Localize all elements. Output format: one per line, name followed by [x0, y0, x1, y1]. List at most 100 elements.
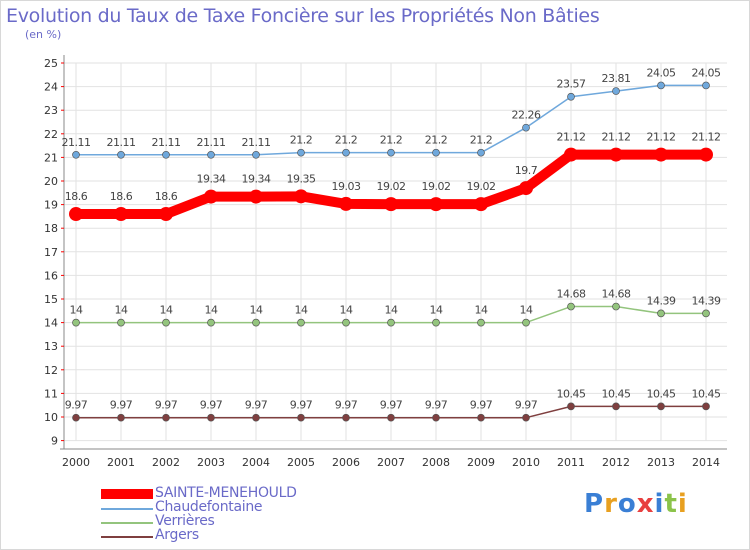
- data-label: 21.12: [557, 131, 586, 144]
- x-tick-label: 2014: [692, 456, 720, 469]
- data-point: [117, 318, 125, 327]
- legend-swatch: [101, 489, 153, 499]
- y-tick-label: 11: [44, 387, 58, 400]
- data-point: [72, 413, 80, 422]
- data-label: 14: [160, 304, 173, 317]
- x-tick-label: 2003: [197, 456, 225, 469]
- data-point: [429, 197, 443, 212]
- x-tick-label: 2001: [107, 456, 135, 469]
- data-point: [342, 148, 350, 157]
- y-tick-label: 17: [44, 246, 58, 259]
- data-label: 19.02: [377, 180, 406, 193]
- legend-label: SAINTE-MENEHOULD: [155, 485, 297, 501]
- data-label: 19.35: [287, 172, 316, 185]
- data-label: 9.97: [290, 399, 313, 412]
- data-point: [612, 87, 620, 95]
- data-point: [339, 196, 353, 211]
- data-label: 18.6: [155, 190, 178, 203]
- data-point: [252, 318, 260, 327]
- logo-letter: t: [664, 489, 678, 519]
- data-point: [387, 318, 395, 327]
- data-label: 21.2: [290, 134, 313, 147]
- data-point: [207, 413, 215, 422]
- data-label: 23.81: [602, 72, 631, 85]
- data-label: 24.05: [647, 66, 676, 79]
- data-point: [117, 150, 125, 159]
- data-point: [117, 413, 125, 422]
- data-label: 19.02: [467, 180, 496, 193]
- data-point: [297, 148, 305, 157]
- data-label: 9.97: [65, 399, 88, 412]
- data-point: [249, 189, 263, 204]
- data-point: [564, 147, 578, 162]
- legend-swatch: [101, 536, 153, 538]
- data-point: [432, 148, 440, 157]
- data-point: [387, 413, 395, 422]
- x-tick-label: 2007: [377, 456, 405, 469]
- data-label: 14: [115, 304, 128, 317]
- data-point: [159, 207, 173, 222]
- data-label: 9.97: [245, 399, 268, 412]
- legend-label: Argers: [155, 527, 199, 543]
- data-label: 9.97: [200, 399, 223, 412]
- data-point: [294, 189, 308, 204]
- data-label: 10.45: [647, 387, 676, 400]
- data-label: 18.6: [110, 190, 133, 203]
- data-point: [252, 413, 260, 422]
- data-point: [162, 413, 170, 422]
- data-label: 9.97: [380, 399, 403, 412]
- data-point: [657, 402, 665, 411]
- x-tick-label: 2004: [242, 456, 270, 469]
- data-label: 14.68: [557, 288, 586, 301]
- data-label: 14: [295, 304, 308, 317]
- data-label: 21.12: [602, 131, 631, 144]
- data-point: [522, 123, 530, 132]
- data-label: 14.39: [647, 294, 676, 307]
- data-label: 9.97: [425, 399, 448, 412]
- chart-unit-label: (en %): [25, 28, 62, 41]
- data-label: 24.05: [692, 66, 721, 79]
- data-point: [207, 150, 215, 159]
- data-point: [72, 318, 80, 327]
- y-tick-label: 22: [44, 128, 58, 141]
- data-label: 21.2: [380, 134, 403, 147]
- y-tick-label: 21: [44, 151, 58, 164]
- data-point: [522, 413, 530, 422]
- data-point: [432, 318, 440, 327]
- data-label: 21.2: [335, 134, 358, 147]
- data-point: [609, 147, 623, 162]
- data-label: 10.45: [692, 387, 721, 400]
- data-label: 21.11: [107, 136, 136, 149]
- data-label: 10.45: [602, 387, 631, 400]
- y-tick-label: 12: [44, 364, 58, 377]
- data-point: [114, 207, 128, 222]
- data-label: 9.97: [335, 399, 358, 412]
- data-label: 14.39: [692, 294, 721, 307]
- data-point: [204, 189, 218, 204]
- logo-letter: i: [654, 489, 665, 519]
- y-tick-label: 14: [44, 317, 58, 330]
- y-tick-label: 9: [51, 435, 58, 448]
- data-label: 21.11: [62, 136, 91, 149]
- logo-letter: P: [584, 489, 605, 519]
- data-point: [162, 150, 170, 159]
- y-tick-label: 20: [44, 175, 58, 188]
- data-label: 10.45: [557, 387, 586, 400]
- data-point: [297, 413, 305, 422]
- data-point: [69, 207, 83, 222]
- x-tick-label: 2009: [467, 456, 495, 469]
- data-label: 21.2: [470, 134, 493, 147]
- data-label: 9.97: [110, 399, 133, 412]
- y-tick-label: 15: [44, 293, 58, 306]
- data-point: [477, 318, 485, 327]
- y-tick-label: 23: [44, 104, 58, 117]
- chart-title: Evolution du Taux de Taxe Foncière sur l…: [6, 5, 600, 27]
- data-point: [342, 413, 350, 422]
- data-point: [519, 181, 533, 196]
- data-point: [657, 81, 665, 90]
- data-point: [702, 309, 710, 318]
- legend-label: Verrières: [155, 513, 215, 529]
- y-tick-label: 16: [44, 269, 58, 282]
- proxiti-logo: Proxiti: [584, 489, 688, 519]
- data-point: [252, 150, 260, 159]
